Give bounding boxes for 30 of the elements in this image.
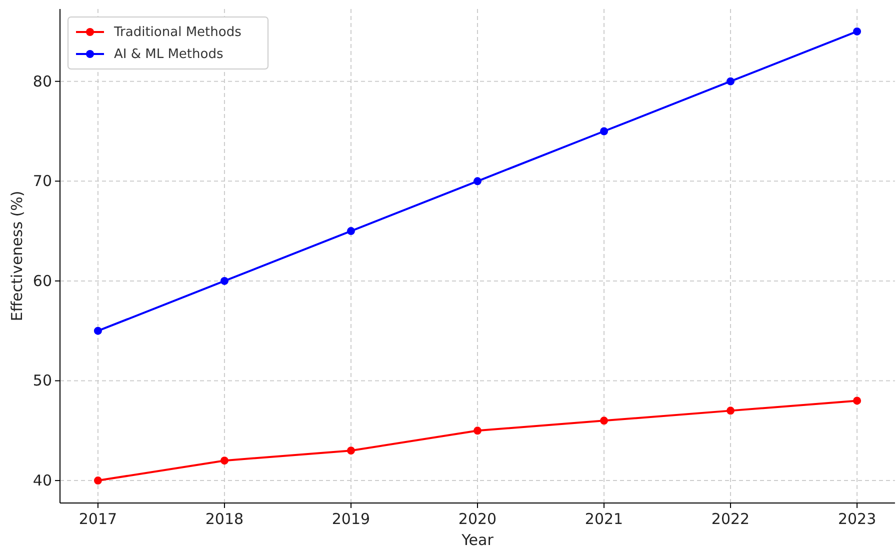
point [600, 127, 608, 136]
y-tick-label: 80 [32, 72, 52, 90]
point [853, 396, 862, 405]
x-tick-label: 2017 [78, 510, 118, 528]
legend-label: Traditional Methods [113, 25, 242, 40]
point [346, 446, 355, 455]
point [346, 227, 355, 236]
point [94, 326, 102, 335]
point [220, 276, 228, 285]
y-tick-label: 60 [32, 272, 52, 290]
point [94, 476, 102, 485]
point [220, 456, 228, 465]
y-tick-label: 70 [32, 172, 52, 190]
point [600, 416, 608, 425]
point [474, 426, 482, 435]
point [853, 27, 862, 36]
y-axis-title: Effectiveness (%) [8, 190, 26, 322]
point [726, 77, 735, 86]
x-tick-label: 2021 [584, 510, 624, 528]
x-tick-label: 2023 [838, 510, 876, 528]
x-tick-label: 2020 [458, 510, 497, 528]
point [726, 406, 735, 415]
point [474, 177, 482, 186]
x-tick-label: 2019 [332, 510, 370, 528]
x-tick-label: 2018 [205, 510, 244, 528]
x-axis-title: Year [460, 531, 494, 549]
y-tick-label: 50 [32, 372, 52, 390]
y-tick-label: 40 [32, 472, 52, 490]
legend-label: AI & ML Methods [114, 47, 224, 62]
x-tick-label: 2022 [711, 510, 750, 528]
